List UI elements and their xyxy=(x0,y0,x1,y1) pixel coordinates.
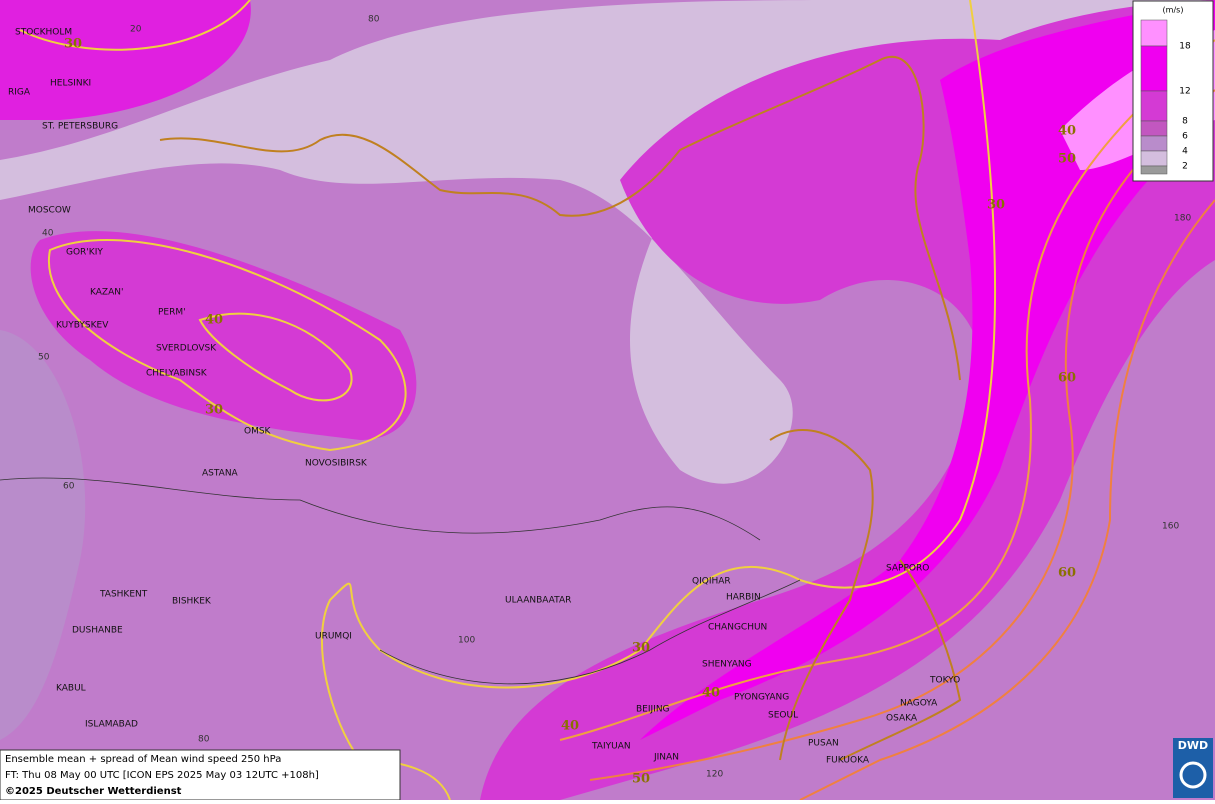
grid-label: 50 xyxy=(38,353,50,363)
city-label: BEIJING xyxy=(636,705,670,715)
city-label: ISLAMABAD xyxy=(85,720,138,730)
legend-swatch xyxy=(1140,150,1168,167)
legend-label: 18 xyxy=(1179,42,1191,52)
city-label: SEOUL xyxy=(768,711,798,721)
city-label: TASHKENT xyxy=(99,590,148,600)
legend: (m/s) 18 12 8 6 4 2 xyxy=(1132,0,1214,182)
city-label: PUSAN xyxy=(808,739,839,749)
jet-area xyxy=(30,231,417,440)
jet-core xyxy=(640,0,1215,740)
city-label: OMSK xyxy=(244,427,272,437)
legend-swatch xyxy=(1140,45,1168,92)
city-label: HELSINKI xyxy=(50,79,91,89)
legend-swatch xyxy=(1140,165,1168,175)
legend-swatch xyxy=(1140,135,1168,152)
contour-label: 30 xyxy=(64,37,82,52)
jet-area xyxy=(0,0,251,120)
contour-label: 60 xyxy=(1058,566,1076,581)
grid-label: 80 xyxy=(198,735,210,745)
city-label: KAZAN' xyxy=(90,288,123,298)
city-label: URUMQI xyxy=(315,632,352,642)
city-label: FUKUOKA xyxy=(826,756,870,766)
city-label: KABUL xyxy=(56,684,86,694)
borders xyxy=(0,477,801,685)
city-label: ULAANBAATAR xyxy=(505,596,571,606)
footer-box xyxy=(0,749,401,801)
city-label: NOVOSIBIRSK xyxy=(305,459,368,469)
legend-swatch xyxy=(1140,90,1168,122)
contour-label: 50 xyxy=(632,772,650,787)
logo: DWD xyxy=(1173,738,1213,798)
legend-label: 4 xyxy=(1182,147,1188,157)
legend-label: 8 xyxy=(1182,117,1188,127)
contour-label: 30 xyxy=(205,403,223,418)
city-label: TAIYUAN xyxy=(591,742,631,752)
city-label: STOCKHOLM xyxy=(15,28,72,38)
city-label: SHENYANG xyxy=(702,660,752,670)
city-label: CHELYABINSK xyxy=(146,369,208,379)
city-labels: STOCKHOLM HELSINKI RIGA ST. PETERSBURG M… xyxy=(8,28,960,766)
grid-label: 180 xyxy=(1174,214,1191,224)
city-label: PERM' xyxy=(158,308,186,318)
grid-label: 20 xyxy=(130,25,142,35)
legend-unit: (m/s) xyxy=(1163,6,1184,15)
coastlines xyxy=(159,56,962,761)
legend-swatch xyxy=(1140,19,1168,47)
city-label: KUYBYSKEV xyxy=(56,321,109,331)
grid-label: 80 xyxy=(368,15,380,25)
legend-swatch xyxy=(1140,120,1168,137)
legend-label: 6 xyxy=(1182,132,1188,142)
city-label: SVERDLOVSK xyxy=(156,344,217,354)
city-label: TOKYO xyxy=(929,676,960,686)
city-label: GOR'KIY xyxy=(66,248,103,258)
contour-label: 40 xyxy=(702,686,720,701)
legend-label: 12 xyxy=(1179,87,1190,97)
city-label: ST. PETERSBURG xyxy=(42,122,118,132)
moderate-wind-area xyxy=(0,330,86,740)
logo-text: DWD xyxy=(1178,739,1208,752)
city-label: PYONGYANG xyxy=(734,693,789,703)
contour-label: 60 xyxy=(1058,371,1076,386)
contour-labels: 30 40 50 30 40 30 60 60 30 40 40 50 xyxy=(64,37,1076,787)
city-label: RIGA xyxy=(8,88,31,98)
city-label: HARBIN xyxy=(726,593,761,603)
footer: Ensemble mean + spread of Mean wind spee… xyxy=(0,749,401,801)
grid-label: 120 xyxy=(706,770,723,780)
contour-label: 30 xyxy=(632,641,650,656)
grid-labels: 20 80 40 50 60 80 100 120 160 180 xyxy=(38,15,1191,780)
contour-label: 40 xyxy=(561,719,579,734)
contours xyxy=(19,0,1215,801)
city-label: ASTANA xyxy=(202,469,239,479)
contour-label: 50 xyxy=(1058,152,1076,167)
grid-label: 40 xyxy=(42,229,54,239)
grid-label: 60 xyxy=(63,482,75,492)
grid-label: 100 xyxy=(458,636,475,646)
city-label: QIQIHAR xyxy=(692,577,731,587)
city-label: MOSCOW xyxy=(28,206,71,216)
footer-line: FT: Thu 08 May 00 UTC [ICON EPS 2025 May… xyxy=(5,770,319,781)
legend-label: 2 xyxy=(1182,162,1188,172)
city-label: JINAN xyxy=(653,753,679,763)
city-label: NAGOYA xyxy=(900,699,938,709)
city-label: DUSHANBE xyxy=(72,626,123,636)
contour-label: 40 xyxy=(1058,124,1076,139)
footer-line: ©2025 Deutscher Wetterdienst xyxy=(5,786,182,797)
city-label: OSAKA xyxy=(886,714,918,724)
city-label: SAPPORO xyxy=(886,564,929,574)
grid-label: 160 xyxy=(1162,522,1179,532)
city-label: CHANGCHUN xyxy=(708,623,767,633)
contour-label: 40 xyxy=(205,313,223,328)
logo-icon xyxy=(1179,761,1207,789)
footer-line: Ensemble mean + spread of Mean wind spee… xyxy=(5,754,281,765)
city-label: BISHKEK xyxy=(172,597,212,607)
contour-label: 30 xyxy=(987,198,1005,213)
